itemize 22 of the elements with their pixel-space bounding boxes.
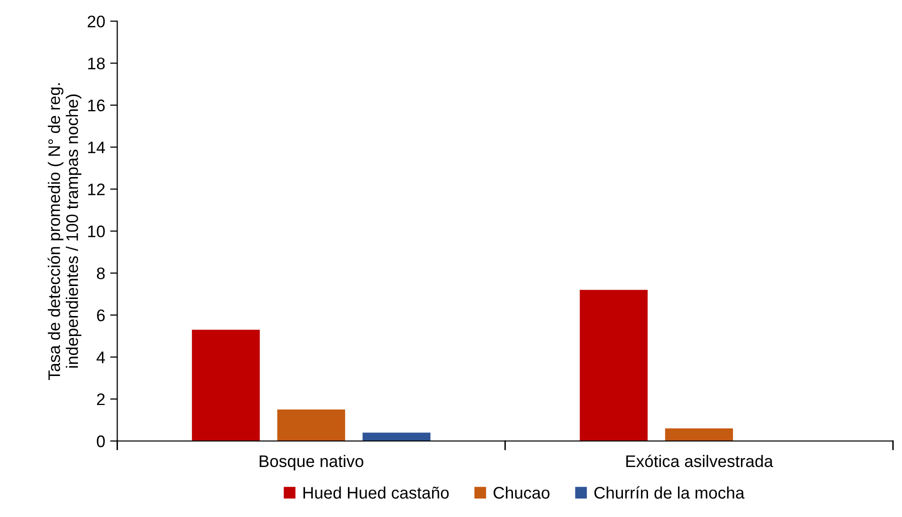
- y-tick-label: 12: [88, 184, 105, 196]
- bar: [362, 432, 430, 441]
- y-tick-label: 2: [97, 393, 105, 406]
- bar: [665, 428, 733, 441]
- legend-label: Chucao: [494, 486, 550, 499]
- y-tick-label: 0: [96, 435, 105, 448]
- bar: [277, 410, 346, 441]
- legend-label: Churrín de la mocha: [594, 486, 745, 499]
- y-tick-label: 18: [88, 58, 105, 70]
- y-tick-label: 14: [88, 142, 105, 154]
- bar: [580, 290, 648, 441]
- y-tick-label: 20: [88, 16, 105, 28]
- y-tick-label: 10: [88, 226, 105, 238]
- y-tick-label: 8: [96, 267, 105, 280]
- x-tick-label: Bosque nativo: [260, 454, 364, 470]
- y-tick-label: 4: [96, 352, 105, 364]
- y-tick-label: 6: [97, 309, 105, 322]
- y-axis-title: Tasa de detección promedio ( N° de reg. independientes / 100 trampas noche): [48, 83, 82, 380]
- legend-label: Hued Hued castaño: [303, 486, 449, 499]
- y-tick-label: 16: [88, 100, 105, 112]
- bar: [192, 330, 260, 441]
- x-tick-label: Exótica asilvestrada: [626, 454, 774, 468]
